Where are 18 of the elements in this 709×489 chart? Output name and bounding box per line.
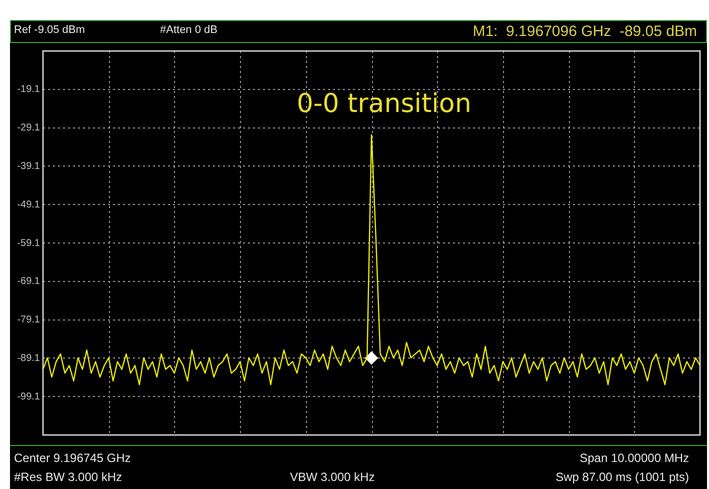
y-tick-label: -69.1 (17, 276, 40, 288)
y-tick-label: -99.1 (17, 391, 40, 402)
text: Swp 87.00 ms (1001 pts) (556, 470, 689, 485)
y-tick-label: -29.1 (17, 122, 40, 134)
y-tick-label: -79.1 (17, 314, 40, 326)
annotation: 0-0 transition (296, 89, 472, 120)
y-tick-label: -39.1 (17, 160, 40, 172)
text: VBW 3.000 kHz (290, 470, 375, 485)
y-tick-label: -89.1 (17, 352, 40, 364)
y-tick-label: -59.1 (17, 238, 40, 249)
text: Center 9.196745 GHz (14, 451, 131, 466)
text: M1: 9.1967096 GHz -89.05 dBm (472, 23, 697, 40)
text: #Res BW 3.000 kHz (14, 470, 122, 485)
text: Ref -9.05 dBm (14, 24, 85, 37)
text: #Atten 0 dB (160, 24, 218, 37)
text: Span 10.00000 MHz (580, 451, 689, 466)
y-tick-label: -19.1 (17, 84, 40, 96)
y-tick-label: -49.1 (17, 199, 40, 210)
